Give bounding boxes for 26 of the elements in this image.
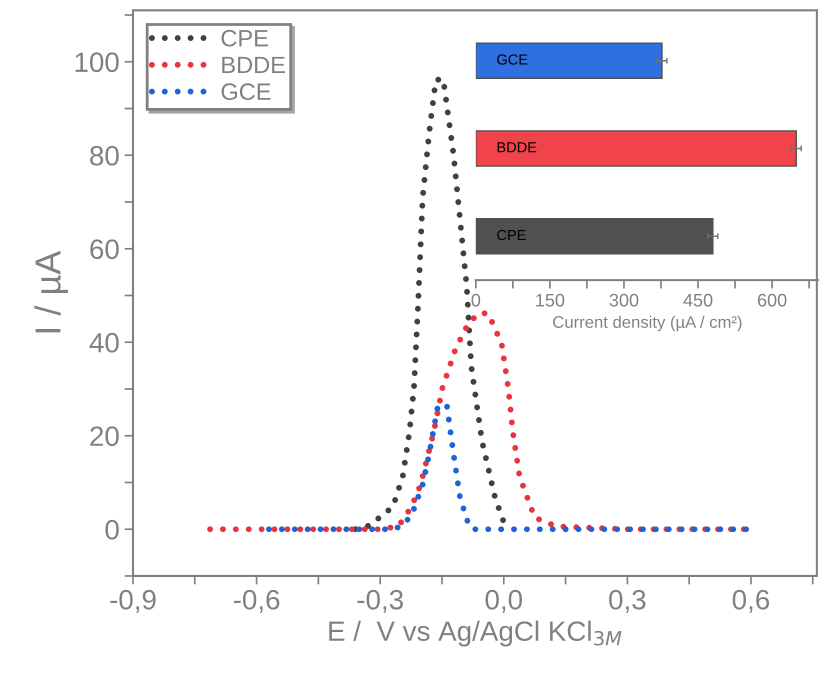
x-tick-label: 450 <box>683 294 712 307</box>
y-tick-label: CPE <box>497 230 526 240</box>
y-tick-label: 60 <box>90 239 119 260</box>
legend-label: GCE <box>222 83 271 100</box>
x-tick-label: 600 <box>758 294 786 307</box>
x-tick-label: 0,0 <box>486 590 522 613</box>
x-tick-label: 150 <box>536 294 564 307</box>
x-axis-title: Current density (µA / cm²) <box>553 316 742 332</box>
y-tick-label: 0 <box>105 520 119 540</box>
x-tick-label: -0,3 <box>357 590 403 613</box>
legend-label: BDDE <box>222 56 285 74</box>
x-tick-label: 300 <box>610 294 638 307</box>
y-tick-label: 80 <box>90 146 119 166</box>
x-tick-label: -0,9 <box>110 590 156 613</box>
legend-label: CPE <box>222 30 268 47</box>
x-tick-label: 0 <box>472 294 480 307</box>
x-tick-label: -0,6 <box>234 590 280 613</box>
y-axis-title: I / µA <box>34 250 68 332</box>
y-tick-label: GCE <box>497 54 528 65</box>
x-tick-label: 0,3 <box>609 590 646 613</box>
x-axis-title: E / V vs Ag/AgCl KCl$_{3M}$ <box>329 620 622 647</box>
y-tick-label: 100 <box>76 52 119 72</box>
y-tick-label: 40 <box>90 332 119 353</box>
y-tick-label: BDDE <box>498 142 536 152</box>
x-tick-label: 0,6 <box>732 590 770 613</box>
y-tick-label: 20 <box>90 426 119 446</box>
